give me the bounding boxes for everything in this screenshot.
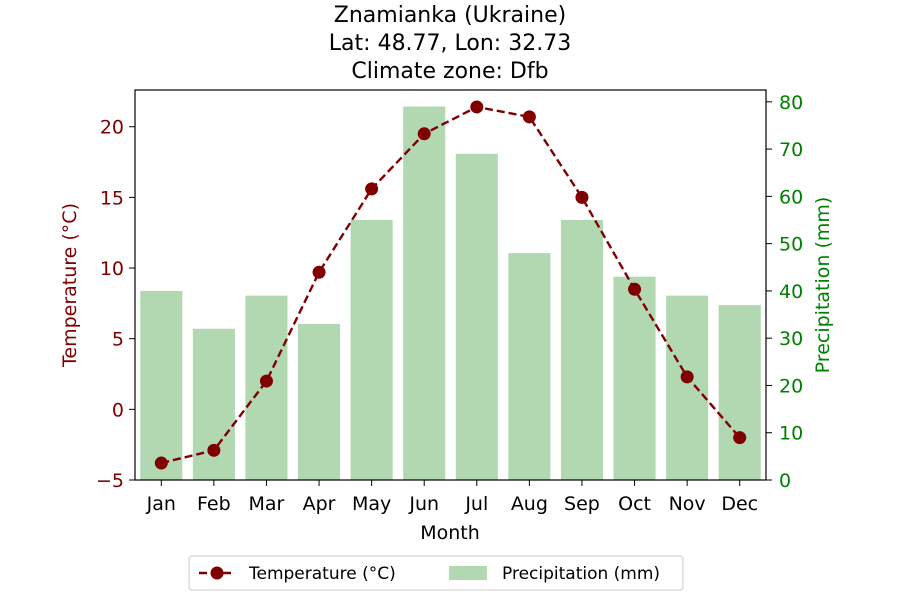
legend-precipitation-label: Precipitation (mm) [502,564,660,584]
y-left-tick-label: 5 [112,329,124,351]
x-axis-ticks: Jan Feb Mar Apr May Jun Jul Aug Sep Oct Nov Dec [146,480,758,515]
y-left-tick-label: 10 [100,258,124,280]
y-right-tick-label: 70 [779,139,803,161]
x-tick-label: Sep [564,493,600,515]
precipitation-bar-jul [455,153,498,480]
temperature-point-aug [522,110,536,124]
precipitation-bar-jun [403,106,446,480]
temperature-point-nov [680,370,694,384]
precipitation-bar-feb [192,328,235,480]
legend: Temperature (°C) Precipitation (mm) [188,555,684,591]
y-right-tick-label: 0 [779,470,791,492]
temperature-point-feb [207,443,221,457]
temperature-point-apr [312,265,326,279]
precipitation-bar-apr [298,324,341,480]
x-tick-label: Jun [408,493,439,515]
temperature-point-oct [628,282,642,296]
y-right-tick-label: 60 [779,186,803,208]
chart-title-line-2: Lat: 48.77, Lon: 32.73 [329,31,571,56]
y-left-axis-label: Temperature (°C) [59,203,81,368]
precipitation-bar-mar [245,295,288,480]
temperature-point-dec [733,431,747,445]
x-tick-label: Jul [464,493,488,515]
x-tick-label: Feb [197,493,231,515]
temperature-point-jul [470,100,484,114]
chart-title-line-3: Climate zone: Dfb [351,59,548,84]
precipitation-bars [140,106,761,480]
plot-frame [134,89,767,481]
legend-frame [188,555,684,591]
precipitation-bar-dec [718,305,761,480]
precipitation-bar-sep [560,220,603,480]
precipitation-bar-aug [508,253,551,480]
temperature-line-group [154,100,747,470]
precipitation-bar-nov [666,295,709,480]
temperature-point-sep [575,190,589,204]
x-axis-label: Month [420,522,480,544]
y-right-tick-label: 30 [779,328,803,350]
legend-precipitation-swatch [449,566,487,580]
temperature-point-mar [259,374,273,388]
x-tick-label: Apr [303,493,336,515]
y-left-tick-label: 15 [100,187,124,209]
y-right-axis-label: Precipitation (mm) [812,197,834,374]
x-tick-label: Mar [249,493,285,515]
temperature-point-may [365,182,379,196]
precipitation-bar-may [350,220,393,480]
y-right-tick-label: 40 [779,281,803,303]
y-left-tick-label: 20 [100,117,124,139]
y-right-tick-label: 50 [779,234,803,256]
x-tick-label: May [352,493,391,515]
y-right-axis-ticks: 0 10 20 30 40 50 60 70 80 [766,92,803,492]
chart-title-line-1: Znamianka (Ukraine) [334,3,566,28]
precipitation-bar-oct [613,276,656,480]
x-tick-label: Nov [669,493,706,515]
temperature-line [161,105,741,465]
x-tick-label: Oct [618,493,651,515]
y-right-tick-label: 20 [779,375,803,397]
legend-temperature-swatch-marker [210,566,224,580]
temperature-point-jan [154,456,168,470]
temperature-point-jun [417,127,431,141]
y-right-tick-label: 80 [779,92,803,114]
y-left-axis-ticks: −5 0 5 10 15 20 [96,117,135,492]
legend-temperature-label: Temperature (°C) [248,564,396,584]
x-tick-label: Aug [511,493,548,515]
x-tick-label: Jan [146,493,176,515]
y-left-tick-label: −5 [96,470,124,492]
x-tick-label: Dec [721,493,758,515]
precipitation-bar-jan [140,290,183,480]
y-left-tick-label: 0 [112,399,124,421]
y-right-tick-label: 10 [779,423,803,445]
